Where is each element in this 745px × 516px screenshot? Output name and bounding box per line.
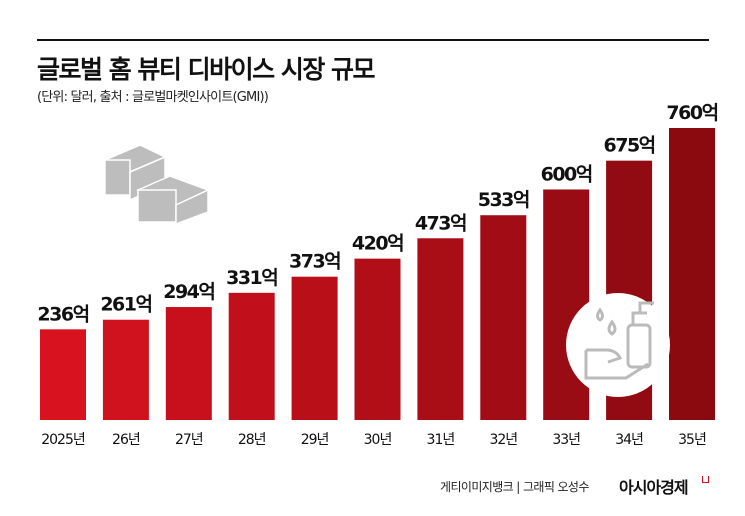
title-rule xyxy=(37,39,709,41)
data-label: 294억 xyxy=(163,281,214,303)
bar xyxy=(165,307,212,420)
data-label: 473억 xyxy=(415,212,466,234)
chart-title: 글로벌 홈 뷰티 디바이스 시장 규모 xyxy=(37,55,376,84)
x-tick-label: 28년 xyxy=(238,432,266,448)
data-label: 261억 xyxy=(100,294,151,316)
bar xyxy=(354,258,401,420)
bar xyxy=(291,276,338,420)
x-tick-label: 26년 xyxy=(112,432,140,448)
data-label: 600억 xyxy=(541,163,592,185)
x-tick-label: 29년 xyxy=(301,432,329,448)
bar xyxy=(480,215,527,420)
x-tick-label: 35년 xyxy=(678,432,706,448)
x-tick-label: 2025년 xyxy=(41,432,85,448)
data-label: 373억 xyxy=(289,251,340,273)
bar xyxy=(228,292,275,420)
x-tick-label: 32년 xyxy=(489,432,517,448)
data-label: 533억 xyxy=(478,189,529,211)
bar xyxy=(543,189,590,420)
x-tick-label: 30년 xyxy=(364,432,392,448)
data-label: 331억 xyxy=(226,267,277,289)
bar xyxy=(40,329,86,420)
data-label: 420억 xyxy=(352,233,403,255)
data-label: 760억 xyxy=(666,102,717,124)
chart-subtitle: (단위: 달러, 출처 : 글로벌마켓인사이트(GMI)) xyxy=(37,90,269,105)
paper-stack-icon xyxy=(103,144,210,226)
x-tick-label: 34년 xyxy=(615,432,643,448)
data-label: 675억 xyxy=(604,135,655,157)
x-tick-label: 31년 xyxy=(427,432,455,448)
bar xyxy=(102,319,149,420)
x-tick-label: 33년 xyxy=(552,432,580,448)
x-tick-label: 27년 xyxy=(175,432,203,448)
brand-logo: 아시아경제 xyxy=(619,478,689,497)
brand-mark-icon xyxy=(702,476,709,483)
data-label: 236억 xyxy=(37,303,88,325)
credit-text: 게티이미지뱅크 | 그래픽 오성수 xyxy=(440,480,589,494)
hand-soap-icon xyxy=(566,293,670,397)
bar xyxy=(417,238,464,420)
bar xyxy=(669,128,715,420)
